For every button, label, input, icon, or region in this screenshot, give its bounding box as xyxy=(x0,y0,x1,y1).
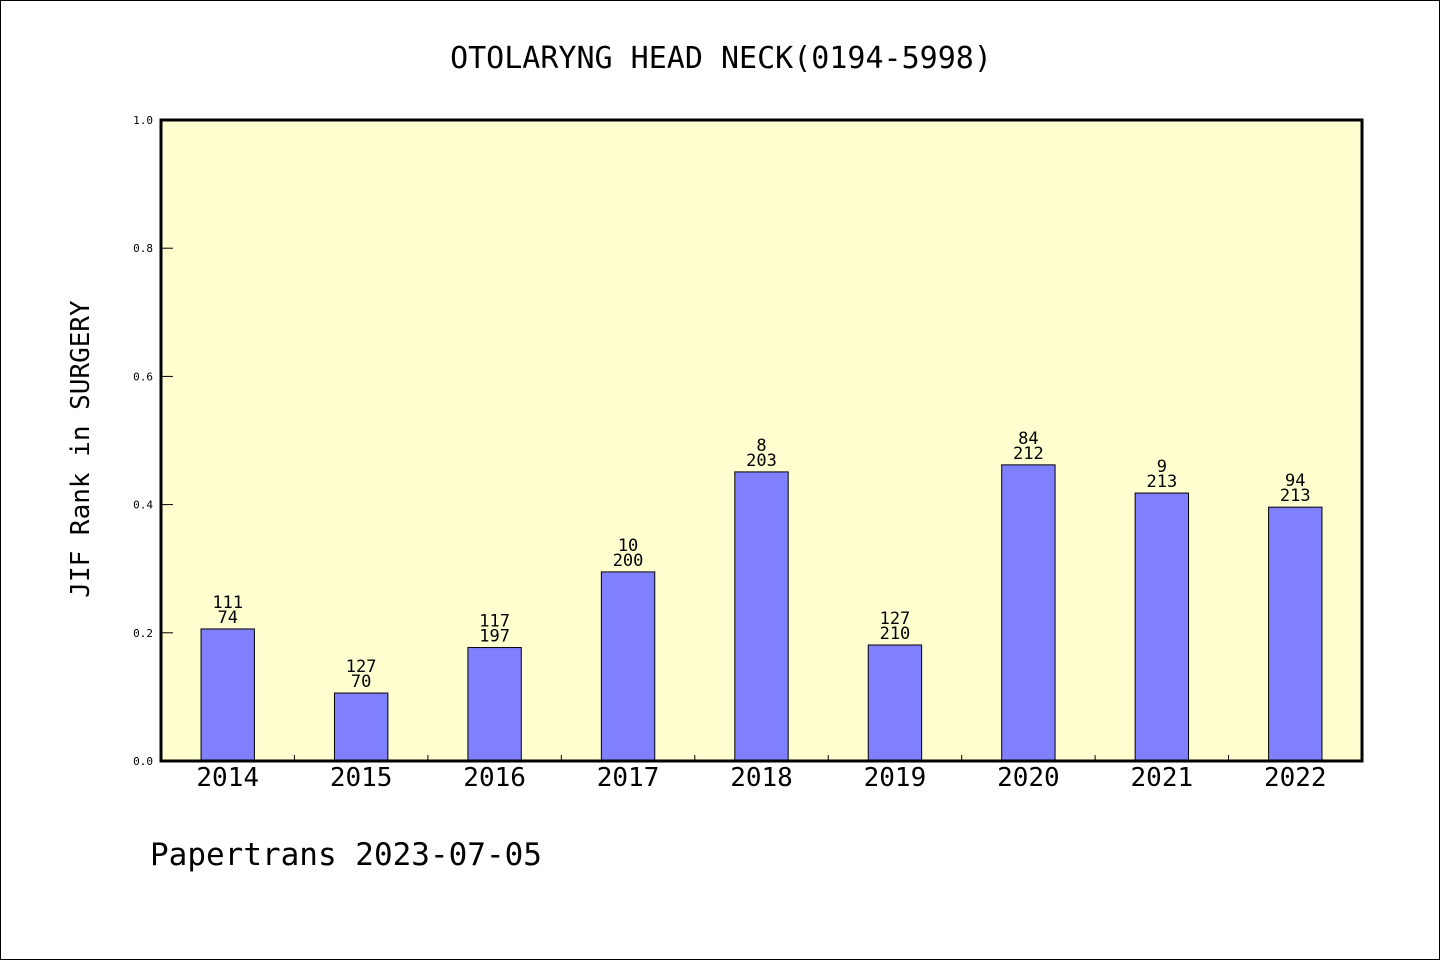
bar-2015 xyxy=(333,692,389,762)
bar-2018 xyxy=(734,471,789,762)
bar-2019 xyxy=(867,644,923,762)
bar-rank-label: 127 xyxy=(880,609,911,629)
bar-total-label: 74 xyxy=(217,608,237,628)
bar-total-label: 213 xyxy=(1146,472,1177,492)
bar-rank-label: 127 xyxy=(346,657,377,677)
chart-title: OTOLARYNG HEAD NECK(0194-5998) xyxy=(450,41,992,76)
bar-rank-label: 111 xyxy=(212,593,243,613)
bar-2014 xyxy=(200,628,255,762)
ticks-layer: 0.0 0.2 0.4 0.6 0.8 1.0 2014 2015 2016 2017 2018 20… xyxy=(133,114,1326,793)
bar-rank-label: 84 xyxy=(1018,429,1038,449)
bars-layer: 1117412770117197102008203127210842129213… xyxy=(200,429,1323,762)
plot-border xyxy=(159,118,1364,763)
bar-2017 xyxy=(600,571,656,762)
x-tick-label: 2022 xyxy=(1264,763,1327,793)
bar-2020 xyxy=(1001,464,1056,762)
bar-total-label: 200 xyxy=(613,551,644,571)
x-tick-label: 2017 xyxy=(597,763,660,793)
x-tick-label: 2016 xyxy=(463,763,526,793)
x-tick-label: 2015 xyxy=(330,763,393,793)
bar-total-label: 70 xyxy=(351,672,371,692)
y-tick-label: 0.8 xyxy=(133,242,153,255)
y-tick-label: 0.4 xyxy=(133,499,153,512)
x-tick-label: 2014 xyxy=(196,763,259,793)
x-tick-label: 2019 xyxy=(864,763,927,793)
bar-total-label: 210 xyxy=(880,624,911,644)
bar-2016 xyxy=(467,647,522,762)
x-tick-label: 2021 xyxy=(1131,763,1194,793)
y-tick-label: 0.0 xyxy=(133,755,153,768)
bar-2022 xyxy=(1268,506,1323,762)
bar-rank-label: 94 xyxy=(1285,471,1305,491)
bar-2021 xyxy=(1134,492,1190,762)
bar-rank-label: 8 xyxy=(756,436,766,456)
bar-rank-label: 117 xyxy=(479,612,510,632)
bar-total-label: 197 xyxy=(479,627,510,647)
bar-total-label: 203 xyxy=(746,451,777,471)
bar-rank-label: 9 xyxy=(1157,457,1167,477)
x-tick-label: 2018 xyxy=(730,763,793,793)
y-tick-label: 0.6 xyxy=(133,370,153,383)
bar-rank-label: 10 xyxy=(618,536,638,556)
bar-total-label: 212 xyxy=(1013,444,1044,464)
x-tick-label: 2020 xyxy=(997,763,1060,793)
footer-text: Papertrans 2023-07-05 xyxy=(150,837,542,873)
y-axis-label: JIF Rank in SURGERY xyxy=(66,300,96,598)
bar-total-label: 213 xyxy=(1280,486,1311,506)
y-tick-label: 1.0 xyxy=(133,114,153,127)
y-tick-label: 0.2 xyxy=(133,627,153,640)
